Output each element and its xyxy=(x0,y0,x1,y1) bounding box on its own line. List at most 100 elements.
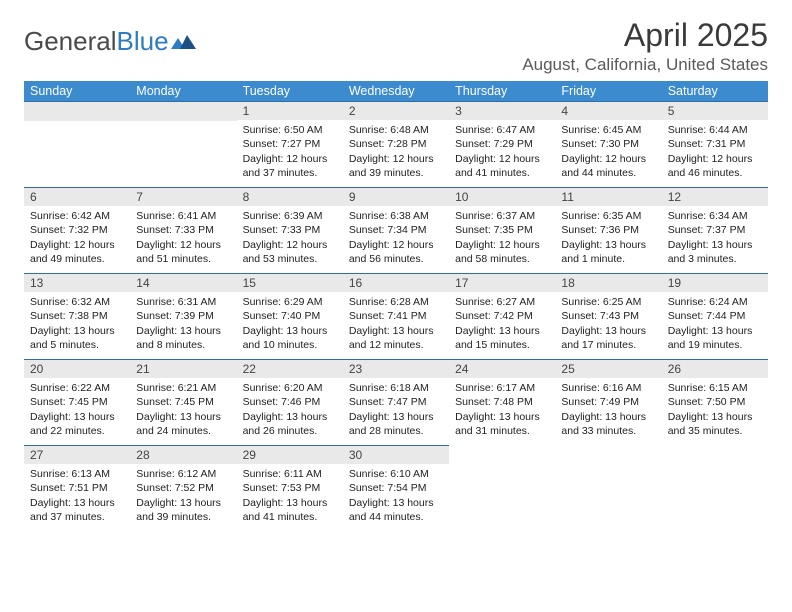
calendar-day-cell: 5Sunrise: 6:44 AMSunset: 7:31 PMDaylight… xyxy=(662,101,768,187)
day-details: Sunrise: 6:27 AMSunset: 7:42 PMDaylight:… xyxy=(449,292,555,356)
calendar-day-cell: 13Sunrise: 6:32 AMSunset: 7:38 PMDayligh… xyxy=(24,273,130,359)
day-details: Sunrise: 6:11 AMSunset: 7:53 PMDaylight:… xyxy=(237,464,343,528)
calendar-day-cell: 29Sunrise: 6:11 AMSunset: 7:53 PMDayligh… xyxy=(237,445,343,531)
day-details: Sunrise: 6:28 AMSunset: 7:41 PMDaylight:… xyxy=(343,292,449,356)
sunrise-text: Sunrise: 6:11 AM xyxy=(243,467,337,481)
calendar-day-cell: 9Sunrise: 6:38 AMSunset: 7:34 PMDaylight… xyxy=(343,187,449,273)
logo: GeneralBlue xyxy=(24,18,197,57)
calendar-empty-cell xyxy=(449,445,555,531)
day-details: Sunrise: 6:31 AMSunset: 7:39 PMDaylight:… xyxy=(130,292,236,356)
daylight-text: Daylight: 13 hours and 31 minutes. xyxy=(455,410,549,438)
calendar-day-cell: 25Sunrise: 6:16 AMSunset: 7:49 PMDayligh… xyxy=(555,359,661,445)
day-number: 10 xyxy=(449,187,555,206)
sunset-text: Sunset: 7:28 PM xyxy=(349,137,443,151)
calendar-day-cell: 7Sunrise: 6:41 AMSunset: 7:33 PMDaylight… xyxy=(130,187,236,273)
day-number: 6 xyxy=(24,187,130,206)
calendar-day-cell: 19Sunrise: 6:24 AMSunset: 7:44 PMDayligh… xyxy=(662,273,768,359)
day-number: 1 xyxy=(237,101,343,120)
calendar-day-cell: 24 Sunrise: 6:17 AMSunset: 7:48 PMDayligh… xyxy=(449,359,555,445)
daylight-text: Daylight: 13 hours and 37 minutes. xyxy=(30,496,124,524)
day-details: Sunrise: 6:42 AMSunset: 7:32 PMDaylight:… xyxy=(24,206,130,270)
sunrise-text: Sunrise: 6:17 AM xyxy=(455,381,549,395)
calendar-empty-cell xyxy=(130,101,236,187)
day-number: 15 xyxy=(237,273,343,292)
sunset-text: Sunset: 7:36 PM xyxy=(561,223,655,237)
calendar-day-cell: 2Sunrise: 6:48 AMSunset: 7:28 PMDaylight… xyxy=(343,101,449,187)
calendar-day-cell: 15Sunrise: 6:29 AMSunset: 7:40 PMDayligh… xyxy=(237,273,343,359)
sunset-text: Sunset: 7:49 PM xyxy=(561,395,655,409)
sunset-text: Sunset: 7:45 PM xyxy=(30,395,124,409)
day-details: Sunrise: 6:16 AMSunset: 7:49 PMDaylight:… xyxy=(555,378,661,442)
weekday-header: Sunday xyxy=(24,81,130,101)
weekday-header: Saturday xyxy=(662,81,768,101)
weekday-header: Tuesday xyxy=(237,81,343,101)
sunset-text: Sunset: 7:50 PM xyxy=(668,395,762,409)
sunset-text: Sunset: 7:48 PM xyxy=(455,395,549,409)
calendar-day-cell: 27Sunrise: 6:13 AMSunset: 7:51 PMDayligh… xyxy=(24,445,130,531)
logo-text-1: General xyxy=(24,26,117,57)
sunrise-text: Sunrise: 6:31 AM xyxy=(136,295,230,309)
calendar-day-cell: 16Sunrise: 6:28 AMSunset: 7:41 PMDayligh… xyxy=(343,273,449,359)
day-number: 17 xyxy=(449,273,555,292)
sunrise-text: Sunrise: 6:39 AM xyxy=(243,209,337,223)
day-number: 7 xyxy=(130,187,236,206)
day-number: 22 xyxy=(237,359,343,378)
daylight-text: Daylight: 12 hours and 49 minutes. xyxy=(30,238,124,266)
sunset-text: Sunset: 7:44 PM xyxy=(668,309,762,323)
daylight-text: Daylight: 12 hours and 58 minutes. xyxy=(455,238,549,266)
daylight-text: Daylight: 13 hours and 39 minutes. xyxy=(136,496,230,524)
day-number: 28 xyxy=(130,445,236,464)
calendar-table: SundayMondayTuesdayWednesdayThursdayFrid… xyxy=(24,81,768,531)
day-number: 14 xyxy=(130,273,236,292)
day-details: Sunrise: 6:41 AMSunset: 7:33 PMDaylight:… xyxy=(130,206,236,270)
sunrise-text: Sunrise: 6:24 AM xyxy=(668,295,762,309)
sunrise-text: Sunrise: 6:20 AM xyxy=(243,381,337,395)
sunset-text: Sunset: 7:32 PM xyxy=(30,223,124,237)
day-details: Sunrise: 6:38 AMSunset: 7:34 PMDaylight:… xyxy=(343,206,449,270)
daylight-text: Daylight: 13 hours and 33 minutes. xyxy=(561,410,655,438)
day-details: Sunrise: 6:34 AMSunset: 7:37 PMDaylight:… xyxy=(662,206,768,270)
sunrise-text: Sunrise: 6:45 AM xyxy=(561,123,655,137)
daylight-text: Daylight: 12 hours and 53 minutes. xyxy=(243,238,337,266)
daylight-text: Daylight: 13 hours and 5 minutes. xyxy=(30,324,124,352)
day-details: Sunrise: 6:44 AMSunset: 7:31 PMDaylight:… xyxy=(662,120,768,184)
sunset-text: Sunset: 7:42 PM xyxy=(455,309,549,323)
day-number: 29 xyxy=(237,445,343,464)
calendar-day-cell: 12Sunrise: 6:34 AMSunset: 7:37 PMDayligh… xyxy=(662,187,768,273)
sunrise-text: Sunrise: 6:50 AM xyxy=(243,123,337,137)
sunset-text: Sunset: 7:39 PM xyxy=(136,309,230,323)
day-details: Sunrise: 6:21 AMSunset: 7:45 PMDaylight:… xyxy=(130,378,236,442)
sunrise-text: Sunrise: 6:34 AM xyxy=(668,209,762,223)
calendar-day-cell: 4Sunrise: 6:45 AMSunset: 7:30 PMDaylight… xyxy=(555,101,661,187)
sunrise-text: Sunrise: 6:38 AM xyxy=(349,209,443,223)
sunset-text: Sunset: 7:37 PM xyxy=(668,223,762,237)
day-number: 13 xyxy=(24,273,130,292)
day-number: 24 xyxy=(449,359,555,378)
sunrise-text: Sunrise: 6:25 AM xyxy=(561,295,655,309)
sunset-text: Sunset: 7:52 PM xyxy=(136,481,230,495)
daylight-text: Daylight: 13 hours and 8 minutes. xyxy=(136,324,230,352)
sunset-text: Sunset: 7:35 PM xyxy=(455,223,549,237)
sunset-text: Sunset: 7:53 PM xyxy=(243,481,337,495)
day-number: 12 xyxy=(662,187,768,206)
day-details: Sunrise: 6:29 AMSunset: 7:40 PMDaylight:… xyxy=(237,292,343,356)
daylight-text: Daylight: 13 hours and 17 minutes. xyxy=(561,324,655,352)
calendar-day-cell: 21Sunrise: 6:21 AMSunset: 7:45 PMDayligh… xyxy=(130,359,236,445)
sunrise-text: Sunrise: 6:48 AM xyxy=(349,123,443,137)
calendar-day-cell: 20Sunrise: 6:22 AMSunset: 7:45 PMDayligh… xyxy=(24,359,130,445)
logo-mark-icon xyxy=(171,26,197,57)
day-details: Sunrise: 6:48 AMSunset: 7:28 PMDaylight:… xyxy=(343,120,449,184)
calendar-day-cell: 28Sunrise: 6:12 AMSunset: 7:52 PMDayligh… xyxy=(130,445,236,531)
sunrise-text: Sunrise: 6:28 AM xyxy=(349,295,443,309)
day-number: 4 xyxy=(555,101,661,120)
sunrise-text: Sunrise: 6:42 AM xyxy=(30,209,124,223)
daylight-text: Daylight: 13 hours and 22 minutes. xyxy=(30,410,124,438)
sunrise-text: Sunrise: 6:35 AM xyxy=(561,209,655,223)
sunrise-text: Sunrise: 6:37 AM xyxy=(455,209,549,223)
calendar-day-cell: 30Sunrise: 6:10 AMSunset: 7:54 PMDayligh… xyxy=(343,445,449,531)
calendar-day-cell: 14Sunrise: 6:31 AMSunset: 7:39 PMDayligh… xyxy=(130,273,236,359)
day-details: Sunrise: 6:45 AMSunset: 7:30 PMDaylight:… xyxy=(555,120,661,184)
daylight-text: Daylight: 12 hours and 46 minutes. xyxy=(668,152,762,180)
day-details: Sunrise: 6:20 AMSunset: 7:46 PMDaylight:… xyxy=(237,378,343,442)
daylight-text: Daylight: 13 hours and 12 minutes. xyxy=(349,324,443,352)
